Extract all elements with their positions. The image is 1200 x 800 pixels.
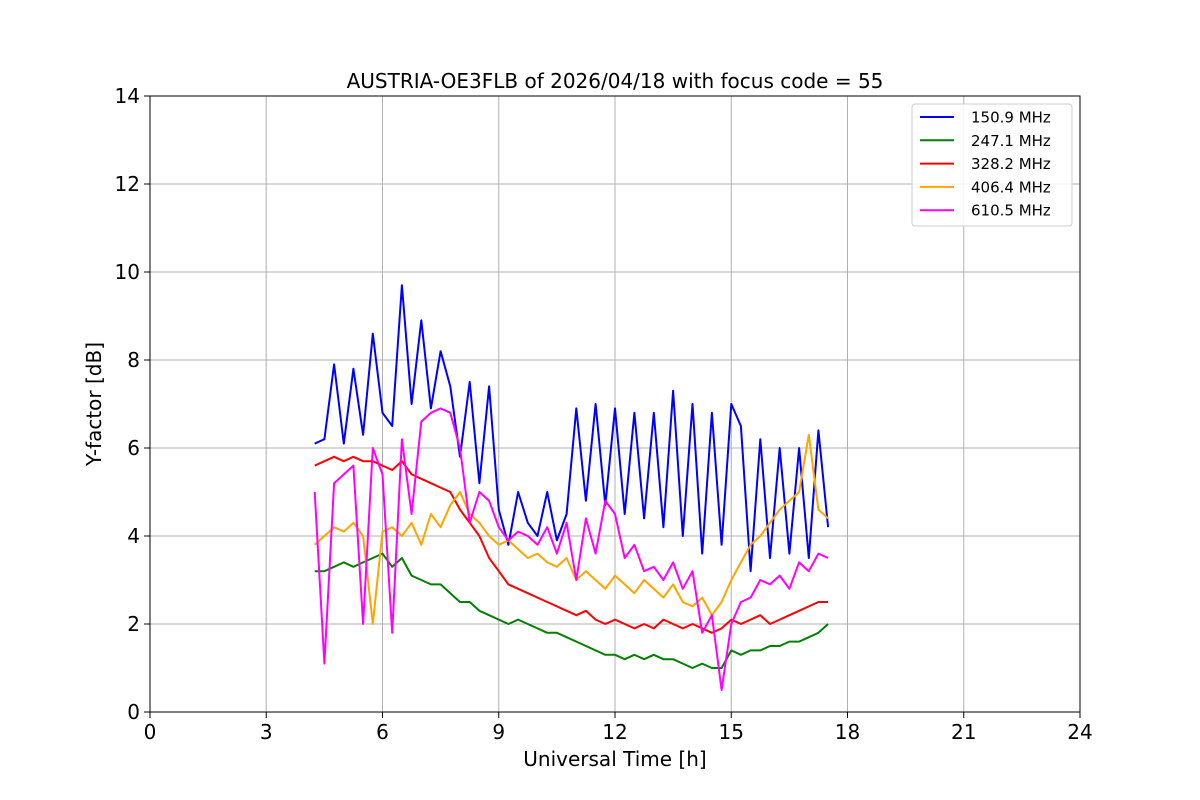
x-tick-label: 6 bbox=[376, 720, 389, 744]
y-tick-label: 4 bbox=[127, 524, 140, 548]
legend-label-4: 610.5 MHz bbox=[971, 202, 1051, 220]
y-axis-label: Y-factor [dB] bbox=[82, 342, 106, 467]
legend-label-3: 406.4 MHz bbox=[971, 178, 1051, 196]
series-line-4 bbox=[313, 407, 829, 691]
legend-label-2: 328.2 MHz bbox=[971, 155, 1051, 173]
legend-label-0: 150.9 MHz bbox=[971, 109, 1051, 127]
legend-box bbox=[911, 103, 1073, 227]
series-line-3 bbox=[314, 433, 829, 625]
chart-title: AUSTRIA-OE3FLB of 2026/04/18 with focus … bbox=[347, 69, 884, 93]
series-line-0 bbox=[314, 284, 830, 573]
x-tick-label: 24 bbox=[1067, 720, 1092, 744]
x-axis-label: Universal Time [h] bbox=[523, 747, 706, 771]
x-axis-ticks: 0 3 6 9 12 15 18 21 24 bbox=[144, 712, 1093, 744]
y-tick-label: 0 bbox=[127, 700, 140, 724]
series-group bbox=[313, 284, 830, 691]
y-tick-label: 10 bbox=[115, 260, 140, 284]
y-axis-ticks: 0 2 4 6 8 10 12 14 bbox=[115, 84, 150, 724]
y-tick-label: 2 bbox=[127, 612, 140, 636]
y-tick-label: 14 bbox=[115, 84, 140, 108]
legend: 150.9 MHz 247.1 MHz 328.2 MHz 406.4 MHz 610.… bbox=[911, 103, 1073, 227]
x-tick-label: 18 bbox=[835, 720, 860, 744]
x-tick-label: 3 bbox=[260, 720, 273, 744]
x-tick-label: 0 bbox=[144, 720, 157, 744]
y-tick-label: 8 bbox=[127, 348, 140, 372]
series-line-1 bbox=[314, 552, 829, 669]
legend-label-1: 247.1 MHz bbox=[971, 132, 1051, 150]
x-tick-label: 12 bbox=[602, 720, 627, 744]
y-tick-label: 12 bbox=[115, 172, 140, 196]
y-tick-label: 6 bbox=[127, 436, 140, 460]
x-tick-label: 9 bbox=[492, 720, 505, 744]
x-tick-label: 15 bbox=[719, 720, 744, 744]
x-tick-label: 21 bbox=[951, 720, 976, 744]
